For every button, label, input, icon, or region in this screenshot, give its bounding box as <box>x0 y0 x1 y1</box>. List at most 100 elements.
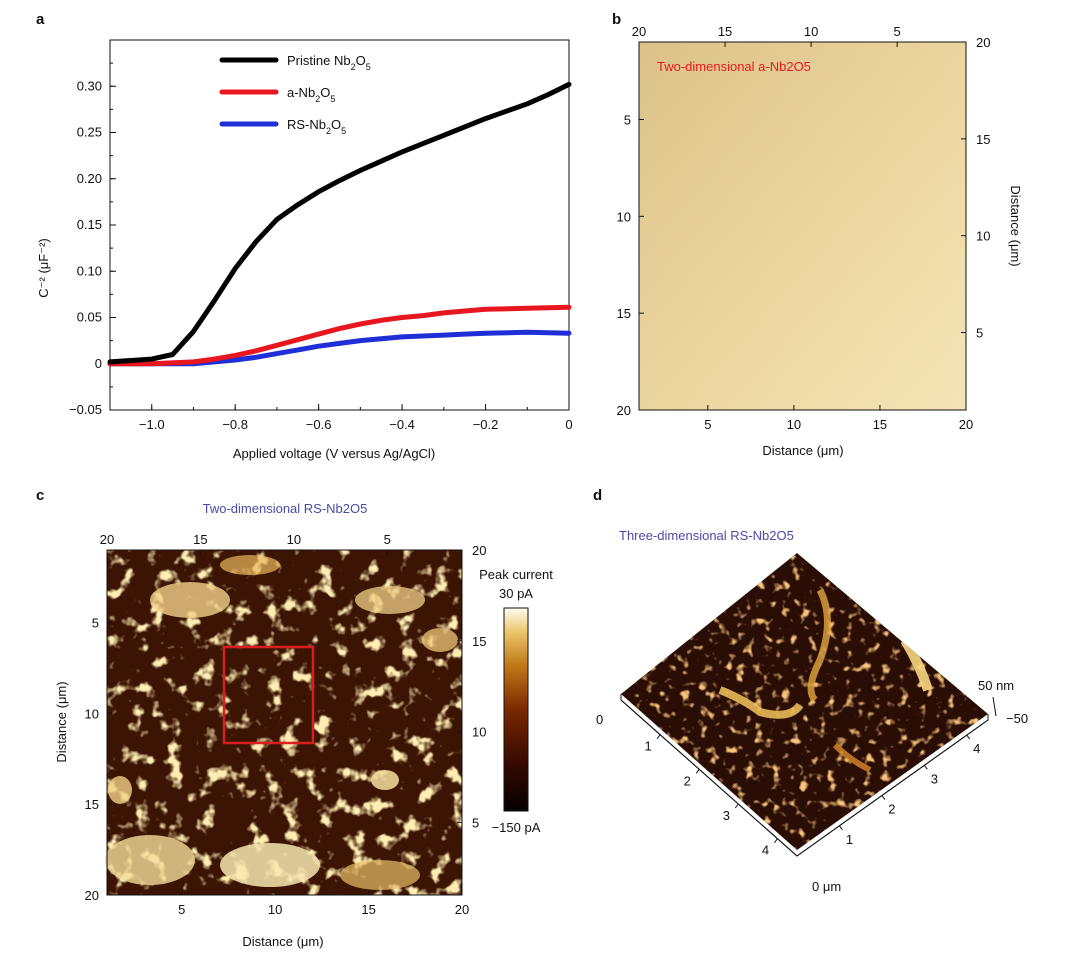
panel-b-top-tick-label: 10 <box>804 24 818 39</box>
panel-c-left-tick-label: 15 <box>85 797 99 812</box>
panel-a-ytick-label: −0.05 <box>69 402 102 417</box>
panel-d-x-tick <box>923 765 928 770</box>
panel-c-left-tick-label: 20 <box>85 888 99 903</box>
panel-d-x-axis <box>796 719 989 857</box>
panel-a-xlabel: Applied voltage (V versus Ag/AgCl) <box>233 446 435 461</box>
series-line-a-nb2o5 <box>107 304 572 367</box>
panel-d-x-tick-label: 1 <box>846 832 853 847</box>
panel-a-xtick-label: −1.0 <box>139 417 165 432</box>
series-line-rs-nb2o5 <box>107 329 572 367</box>
panel-c-bottom-tick-label: 5 <box>178 902 185 917</box>
panel-d-x-tick <box>839 825 843 831</box>
panel-c-left-tick-label: 5 <box>92 616 99 631</box>
panel-b-right-tick-label: 20 <box>976 35 990 50</box>
panel-a-xtick-label: −0.8 <box>222 417 248 432</box>
panel-c-map: Two-dimensional RS-Nb2O5 5 10 15 20 20 15 10 5 5… <box>54 501 553 949</box>
panel-b-map: Two-dimensional a-Nb2O5 5 10 15 20 20 15 10 5 5 1… <box>617 24 1023 458</box>
panel-b-right-tick-label: 5 <box>976 326 983 341</box>
panel-c-bottom-tick-label: 10 <box>268 902 282 917</box>
panel-b-image <box>639 42 966 410</box>
panel-d-y-tick <box>695 769 700 774</box>
panel-a-ylabel: C⁻² (μF⁻²) <box>36 238 51 297</box>
panel-d-y-tick-label: 4 <box>762 843 769 858</box>
panel-b-right-tick-label: 10 <box>976 229 990 244</box>
panel-a-xtick-label: 0 <box>565 417 572 432</box>
panel-b-bottom-tick-label: 15 <box>873 417 887 432</box>
panel-c-title: Two-dimensional RS-Nb2O5 <box>203 501 368 516</box>
panel-a-ytick-label: 0.30 <box>77 78 102 93</box>
panel-a-xtick-label: −0.6 <box>306 417 332 432</box>
panel-d-x-tick-label: 3 <box>931 771 938 786</box>
colorbar-max-label: 30 pA <box>499 586 533 601</box>
panel-a-ytick-label: 0 <box>95 356 102 371</box>
panel-a-ytick-label: 0.25 <box>77 125 102 140</box>
panel-d-y-axis <box>620 699 798 857</box>
panel-c-right-tick-label: 20 <box>472 543 486 558</box>
panel-d-texture <box>621 553 988 850</box>
panel-c-bottom-tick-label: 20 <box>455 902 469 917</box>
panel-b-left-tick-label: 15 <box>617 306 631 321</box>
panel-c-top-tick-label: 20 <box>100 532 114 547</box>
panel-b-top-tick-label: 15 <box>718 24 732 39</box>
colorbar <box>503 607 529 812</box>
panel-b-left-tick-label: 20 <box>617 403 631 418</box>
panel-b-left-tick-label: 5 <box>624 112 631 127</box>
legend-label: Pristine Nb2O5 <box>287 53 371 72</box>
panel-c-right-tick-label: 5 <box>472 815 479 830</box>
panel-c-right-tick-label: 15 <box>472 634 486 649</box>
panel-a-ytick-label: 0.10 <box>77 263 102 278</box>
panel-b-frame <box>638 41 967 411</box>
panel-d-x-tick <box>966 734 971 740</box>
panel-c-top-tick-label: 10 <box>287 532 301 547</box>
panel-d-y-tick-label: 2 <box>684 773 691 788</box>
legend-label: a-Nb2O5 <box>287 85 335 104</box>
colorbar-title: Peak current <box>479 567 553 582</box>
colorbar-min-label: −150 pA <box>492 820 541 835</box>
panel-a-ytick-label: 0.20 <box>77 171 102 186</box>
panel-d-surface: Three-dimensional RS-Nb2O5 1 2 3 4 1 2 3 4 0 0 … <box>596 528 1028 894</box>
panel-d-z-max: 50 nm <box>978 678 1014 693</box>
panel-d-z-axis <box>992 696 997 717</box>
panel-c-top-tick-label: 15 <box>193 532 207 547</box>
panel-d-y-tick-label: 3 <box>723 808 730 823</box>
panel-a-frame <box>109 39 570 411</box>
panel-b-ylabel-right: Distance (μm) <box>1008 185 1023 266</box>
panel-d-x-zero: 0 μm <box>812 879 841 894</box>
panel-b-left-tick-label: 10 <box>617 209 631 224</box>
panel-d-x-tick-label: 2 <box>888 802 895 817</box>
panel-d-x-tick <box>881 795 886 800</box>
panel-c-ylabel: Distance (μm) <box>54 681 69 762</box>
panel-b-top-tick-label: 20 <box>632 24 646 39</box>
panel-d-y-tick <box>656 734 661 739</box>
panel-c-right-tick-label: 10 <box>472 725 486 740</box>
legend-label: RS-Nb2O5 <box>287 117 346 136</box>
series-line-pristine-nb2o5 <box>107 81 572 365</box>
panel-c-top-tick-label: 5 <box>384 532 391 547</box>
panel-a-xtick-label: −0.2 <box>473 417 499 432</box>
panel-b-top-tick-label: 5 <box>894 24 901 39</box>
panel-d-x-tick-label: 4 <box>973 741 980 756</box>
panel-c-texture <box>105 550 462 895</box>
panel-d-y-zero: 0 <box>596 712 603 727</box>
panel-a-ytick-label: 0.05 <box>77 310 102 325</box>
panel-a-ytick-label: 0.15 <box>77 217 102 232</box>
panel-d-y-tick <box>774 838 778 843</box>
panel-b-bottom-tick-label: 20 <box>959 417 973 432</box>
panel-a-xtick-label: −0.4 <box>389 417 415 432</box>
panel-label-b: b <box>612 11 621 28</box>
panel-b-bottom-tick-label: 10 <box>787 417 801 432</box>
panel-d-y-tick-label: 1 <box>644 739 651 754</box>
panel-c-left-tick-label: 10 <box>85 706 99 721</box>
panel-label-d: d <box>593 487 602 504</box>
panel-d-z-min: −50 <box>1006 711 1028 726</box>
panel-a-chart: −1.0 −0.8 −0.6 −0.4 −0.2 0 −0.05 0 0.05 0.10 0.15 0… <box>36 39 573 461</box>
panel-c-zoom-box <box>222 645 315 745</box>
panel-b-right-tick-label: 15 <box>976 132 990 147</box>
panel-label-c: c <box>36 487 44 504</box>
panel-b-title: Two-dimensional a-Nb2O5 <box>657 59 811 74</box>
panel-b-bottom-tick-label: 5 <box>704 417 711 432</box>
panel-d-title: Three-dimensional RS-Nb2O5 <box>619 528 794 543</box>
panel-c-frame <box>106 549 463 896</box>
panel-label-a: a <box>36 11 45 28</box>
